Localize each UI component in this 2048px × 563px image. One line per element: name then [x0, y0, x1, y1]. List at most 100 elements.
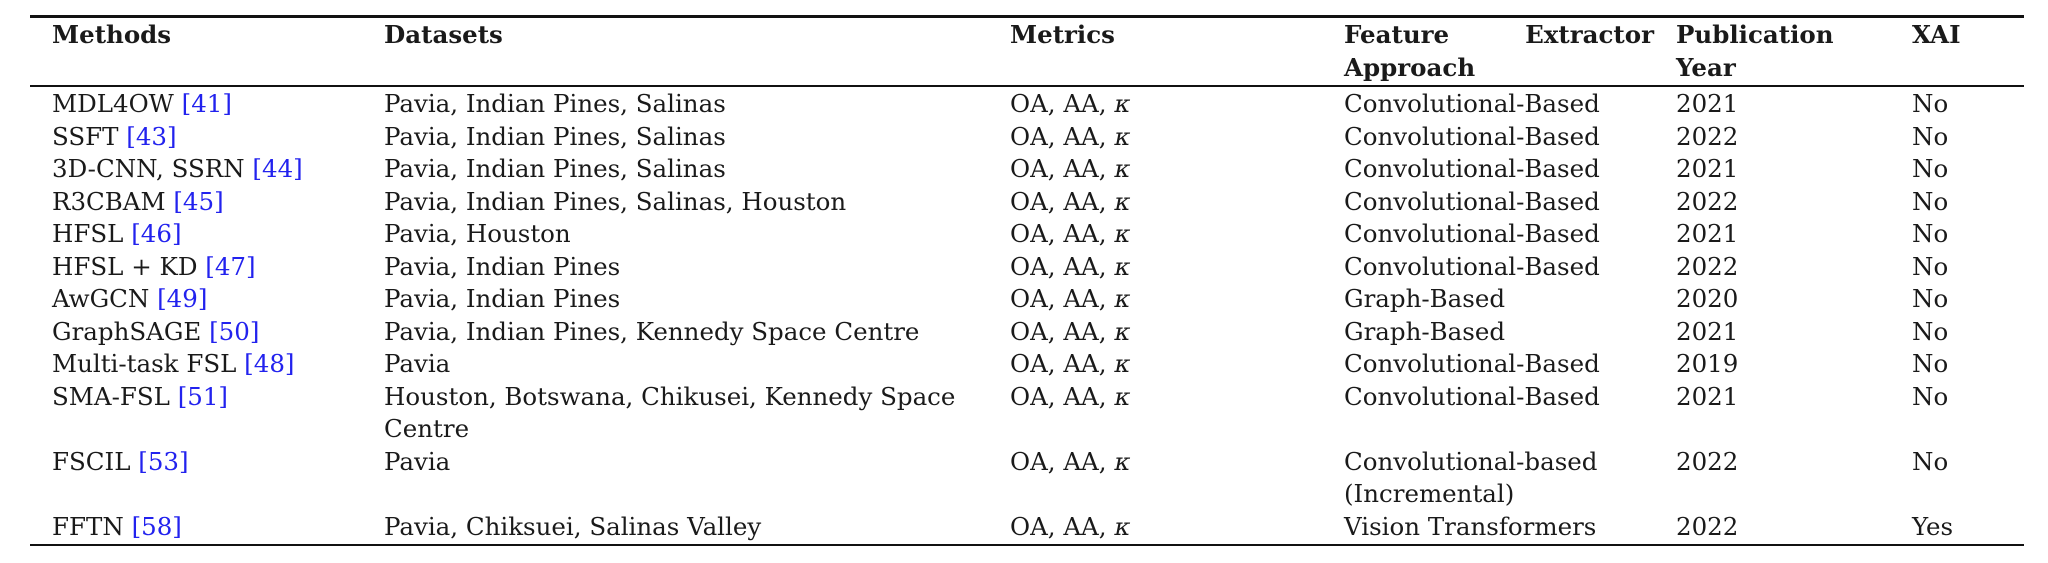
citation-link[interactable]: [44]	[252, 154, 303, 183]
table-row: HFSL [46] Pavia, Houston OA, AA, κ Convolut…	[30, 218, 2024, 251]
method-name: AwGCN	[52, 284, 150, 313]
header-feature-extractor-approach: Feature Extractor Approach	[1322, 18, 1654, 85]
kappa-symbol: κ	[1114, 316, 1131, 346]
table-row: Multi-task FSL [48] Pavia OA, AA, κ Convolu…	[30, 348, 2024, 381]
metrics-text: OA, AA,	[1010, 154, 1115, 183]
cell-publication-year: 2020	[1676, 284, 1739, 313]
citation-link[interactable]: [50]	[209, 316, 260, 346]
citation-link[interactable]: [49]	[157, 284, 208, 313]
cell-xai: No	[1912, 121, 1949, 151]
method-name: MDL4OW	[52, 89, 174, 118]
cell-xai: No	[1912, 316, 1949, 346]
cell-method: Multi-task FSL [48]	[30, 348, 362, 381]
table-row: HFSL + KD [47] Pavia, Indian Pines OA, AA,…	[30, 251, 2024, 284]
citation-link[interactable]: [48]	[244, 349, 295, 378]
header-feature-word1: Feature	[1344, 20, 1450, 49]
cell-metrics: OA, AA, κ	[988, 121, 1322, 154]
kappa-symbol: κ	[1114, 154, 1131, 183]
cell-feature-extractor: Convolutional-Based	[1344, 349, 1600, 378]
citation-link[interactable]: [46]	[131, 219, 182, 248]
cell-datasets: Pavia, Indian Pines, Kennedy Space Centr…	[384, 316, 920, 346]
table-row: MDL4OW [41] Pavia, Indian Pines, Salinas O…	[30, 87, 2024, 121]
cell-datasets: Pavia, Chiksuei, Salinas Valley	[384, 511, 762, 541]
method-name: HFSL + KD	[52, 251, 198, 281]
method-name: 3D-CNN, SSRN	[52, 154, 245, 183]
cell-feature-extractor: Convolutional-Based	[1344, 89, 1600, 118]
header-xai: XAI	[1912, 20, 1961, 49]
comparison-table-container: Methods Datasets Metrics Feature Extract…	[30, 15, 2024, 546]
cell-datasets: Pavia	[384, 349, 451, 378]
cell-datasets: Pavia, Houston	[384, 219, 571, 248]
cell-method: MDL4OW [41]	[30, 87, 362, 121]
kappa-symbol: κ	[1114, 121, 1131, 151]
cell-publication-year: 2021	[1676, 316, 1739, 346]
cell-feature-extractor: Convolutional-Based	[1344, 154, 1600, 183]
cell-method: R3CBAM [45]	[30, 186, 362, 219]
metrics-text: OA, AA,	[1010, 121, 1115, 151]
cell-metrics: OA, AA, κ	[988, 381, 1322, 446]
cell-method: SMA-FSL [51]	[30, 381, 362, 446]
citation-link[interactable]: [41]	[181, 89, 232, 118]
metrics-text: OA, AA,	[1010, 284, 1115, 313]
cell-metrics: OA, AA, κ	[988, 186, 1322, 219]
kappa-symbol: κ	[1114, 349, 1131, 378]
table-row: FFTN [58] Pavia, Chiksuei, Salinas Valley…	[30, 511, 2024, 545]
cell-publication-year: 2021	[1676, 154, 1739, 183]
cell-datasets: Pavia, Indian Pines, Salinas, Houston	[384, 186, 847, 216]
cell-publication-year: 2019	[1676, 349, 1739, 378]
cell-datasets: Pavia, Indian Pines, Salinas	[384, 154, 726, 183]
kappa-symbol: κ	[1114, 186, 1131, 216]
table-row: FSCIL [53] Pavia OA, AA, κ Convolutional-ba…	[30, 446, 2024, 511]
citation-link[interactable]: [43]	[126, 121, 177, 151]
table-row: SMA-FSL [51] Houston, Botswana, Chikusei,…	[30, 381, 2024, 446]
metrics-text: OA, AA,	[1010, 316, 1115, 346]
cell-method: 3D-CNN, SSRN [44]	[30, 153, 362, 186]
cell-metrics: OA, AA, κ	[988, 316, 1322, 349]
cell-xai: No	[1912, 219, 1949, 248]
cell-xai: No	[1912, 251, 1949, 281]
cell-feature-extractor: Convolutional-Based	[1344, 121, 1600, 151]
cell-publication-year: 2022	[1676, 446, 1739, 476]
metrics-text: OA, AA,	[1010, 251, 1115, 281]
cell-metrics: OA, AA, κ	[988, 446, 1322, 511]
kappa-symbol: κ	[1114, 381, 1131, 411]
method-name: R3CBAM	[52, 186, 166, 216]
metrics-text: OA, AA,	[1010, 219, 1115, 248]
cell-publication-year: 2022	[1676, 186, 1739, 216]
table-body: MDL4OW [41] Pavia, Indian Pines, Salinas O…	[30, 87, 2024, 544]
metrics-text: OA, AA,	[1010, 511, 1115, 541]
cell-publication-year: 2021	[1676, 381, 1739, 411]
table-row: GraphSAGE [50] Pavia, Indian Pines, Kenne…	[30, 316, 2024, 349]
cell-metrics: OA, AA, κ	[988, 153, 1322, 186]
metrics-text: OA, AA,	[1010, 381, 1115, 411]
citation-link[interactable]: [45]	[173, 186, 224, 216]
cell-xai: Yes	[1912, 511, 1954, 541]
kappa-symbol: κ	[1114, 446, 1131, 476]
cell-feature-extractor: Vision Transformers	[1344, 511, 1597, 541]
table-row: R3CBAM [45] Pavia, Indian Pines, Salinas,…	[30, 186, 2024, 219]
cell-xai: No	[1912, 381, 1949, 411]
cell-publication-year: 2022	[1676, 121, 1739, 151]
citation-link[interactable]: [47]	[205, 251, 256, 281]
table-row: 3D-CNN, SSRN [44] Pavia, Indian Pines, Sa…	[30, 153, 2024, 186]
table-row: SSFT [43] Pavia, Indian Pines, Salinas OA,…	[30, 121, 2024, 154]
cell-method: AwGCN [49]	[30, 283, 362, 316]
cell-metrics: OA, AA, κ	[988, 251, 1322, 284]
header-datasets: Datasets	[384, 20, 503, 49]
cell-datasets: Pavia, Indian Pines	[384, 284, 621, 313]
cell-metrics: OA, AA, κ	[988, 348, 1322, 381]
method-name: FSCIL	[52, 446, 131, 476]
cell-feature-extractor: Convolutional-Based	[1344, 186, 1600, 216]
cell-method: FFTN [58]	[30, 511, 362, 545]
header-feature-line1: Feature Extractor	[1344, 19, 1654, 52]
citation-link[interactable]: [51]	[177, 381, 228, 411]
cell-metrics: OA, AA, κ	[988, 87, 1322, 121]
comparison-table: Methods Datasets Metrics Feature Extract…	[30, 18, 2024, 544]
method-name: Multi-task FSL	[52, 349, 237, 378]
cell-method: FSCIL [53]	[30, 446, 362, 511]
cell-feature-extractor: Convolutional-Based	[1344, 251, 1600, 281]
citation-link[interactable]: [53]	[138, 446, 189, 476]
citation-link[interactable]: [58]	[131, 511, 182, 541]
cell-method: HFSL [46]	[30, 218, 362, 251]
cell-xai: No	[1912, 446, 1949, 476]
